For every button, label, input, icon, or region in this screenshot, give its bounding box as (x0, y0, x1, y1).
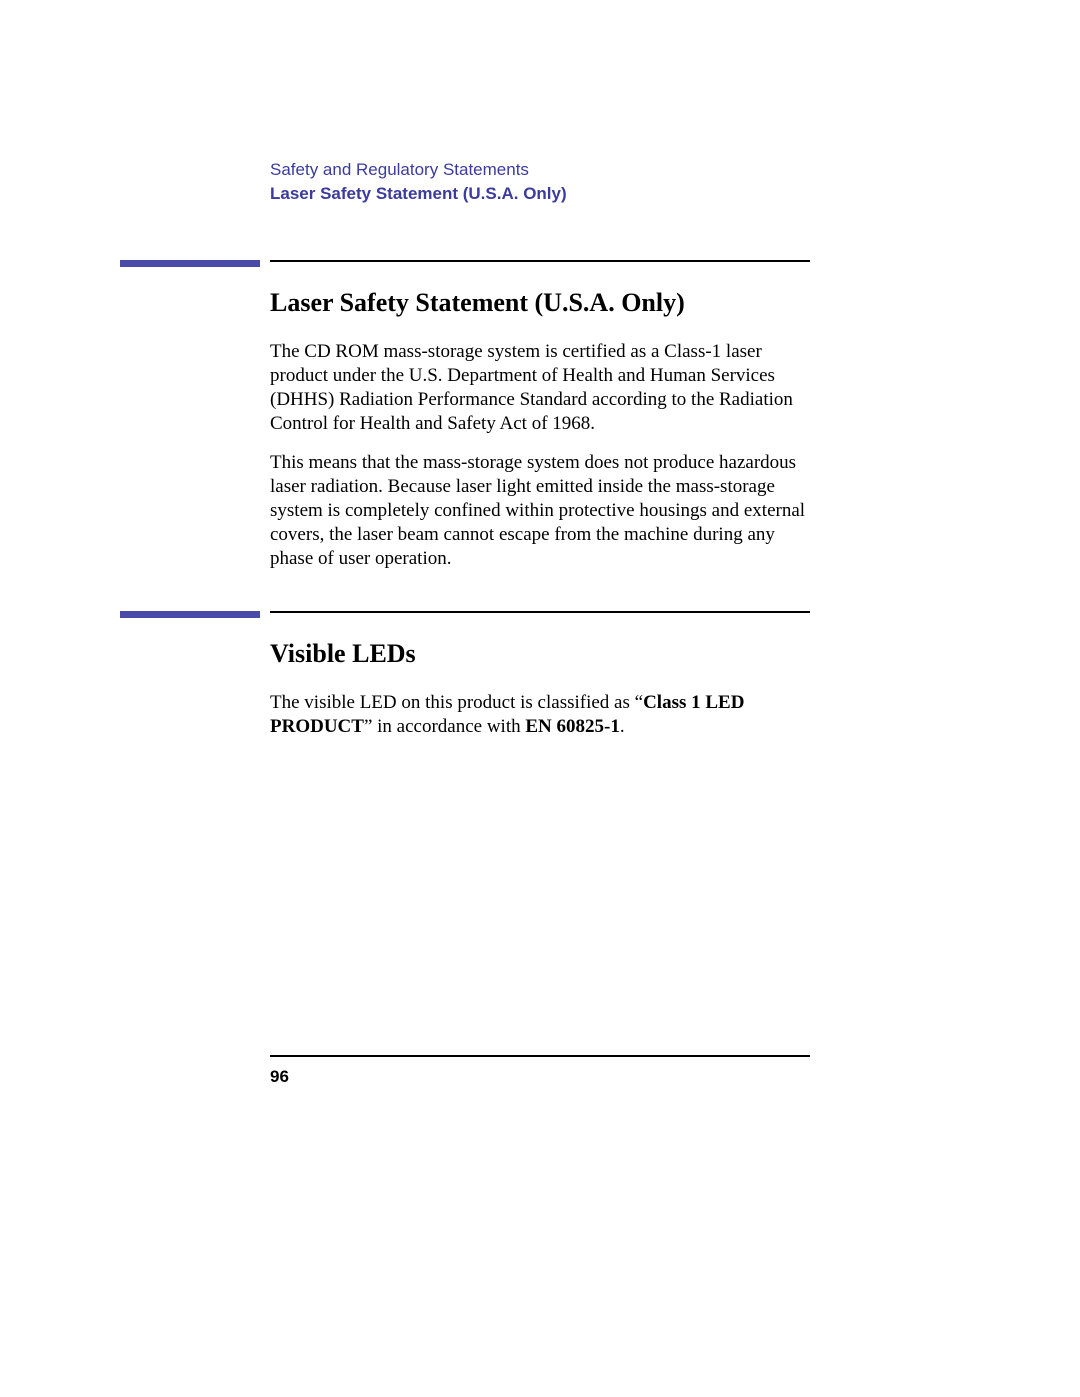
section-heading: Visible LEDs (270, 639, 810, 669)
page-footer: 96 (270, 1055, 810, 1087)
section-laser-safety: Laser Safety Statement (U.S.A. Only) The… (270, 260, 810, 571)
section-rule (270, 260, 810, 262)
accent-bar (120, 260, 260, 267)
paragraph-text: . (620, 716, 625, 737)
running-header-chapter: Safety and Regulatory Statements (270, 160, 810, 180)
section-heading: Laser Safety Statement (U.S.A. Only) (270, 288, 810, 318)
paragraph-text: The visible LED on this product is class… (270, 692, 643, 713)
footer-rule (270, 1055, 810, 1057)
paragraph-text: ” in accordance with (364, 716, 525, 737)
accent-bar (120, 611, 260, 618)
body-paragraph: This means that the mass-storage system … (270, 451, 810, 572)
body-paragraph: The visible LED on this product is class… (270, 691, 810, 739)
page-content: Safety and Regulatory Statements Laser S… (270, 160, 810, 739)
body-paragraph: The CD ROM mass-storage system is certif… (270, 340, 810, 437)
paragraph-bold: EN 60825-1 (525, 716, 619, 737)
section-rule (270, 611, 810, 613)
page-number: 96 (270, 1067, 810, 1087)
section-visible-leds: Visible LEDs The visible LED on this pro… (270, 611, 810, 739)
running-header-section: Laser Safety Statement (U.S.A. Only) (270, 184, 810, 204)
